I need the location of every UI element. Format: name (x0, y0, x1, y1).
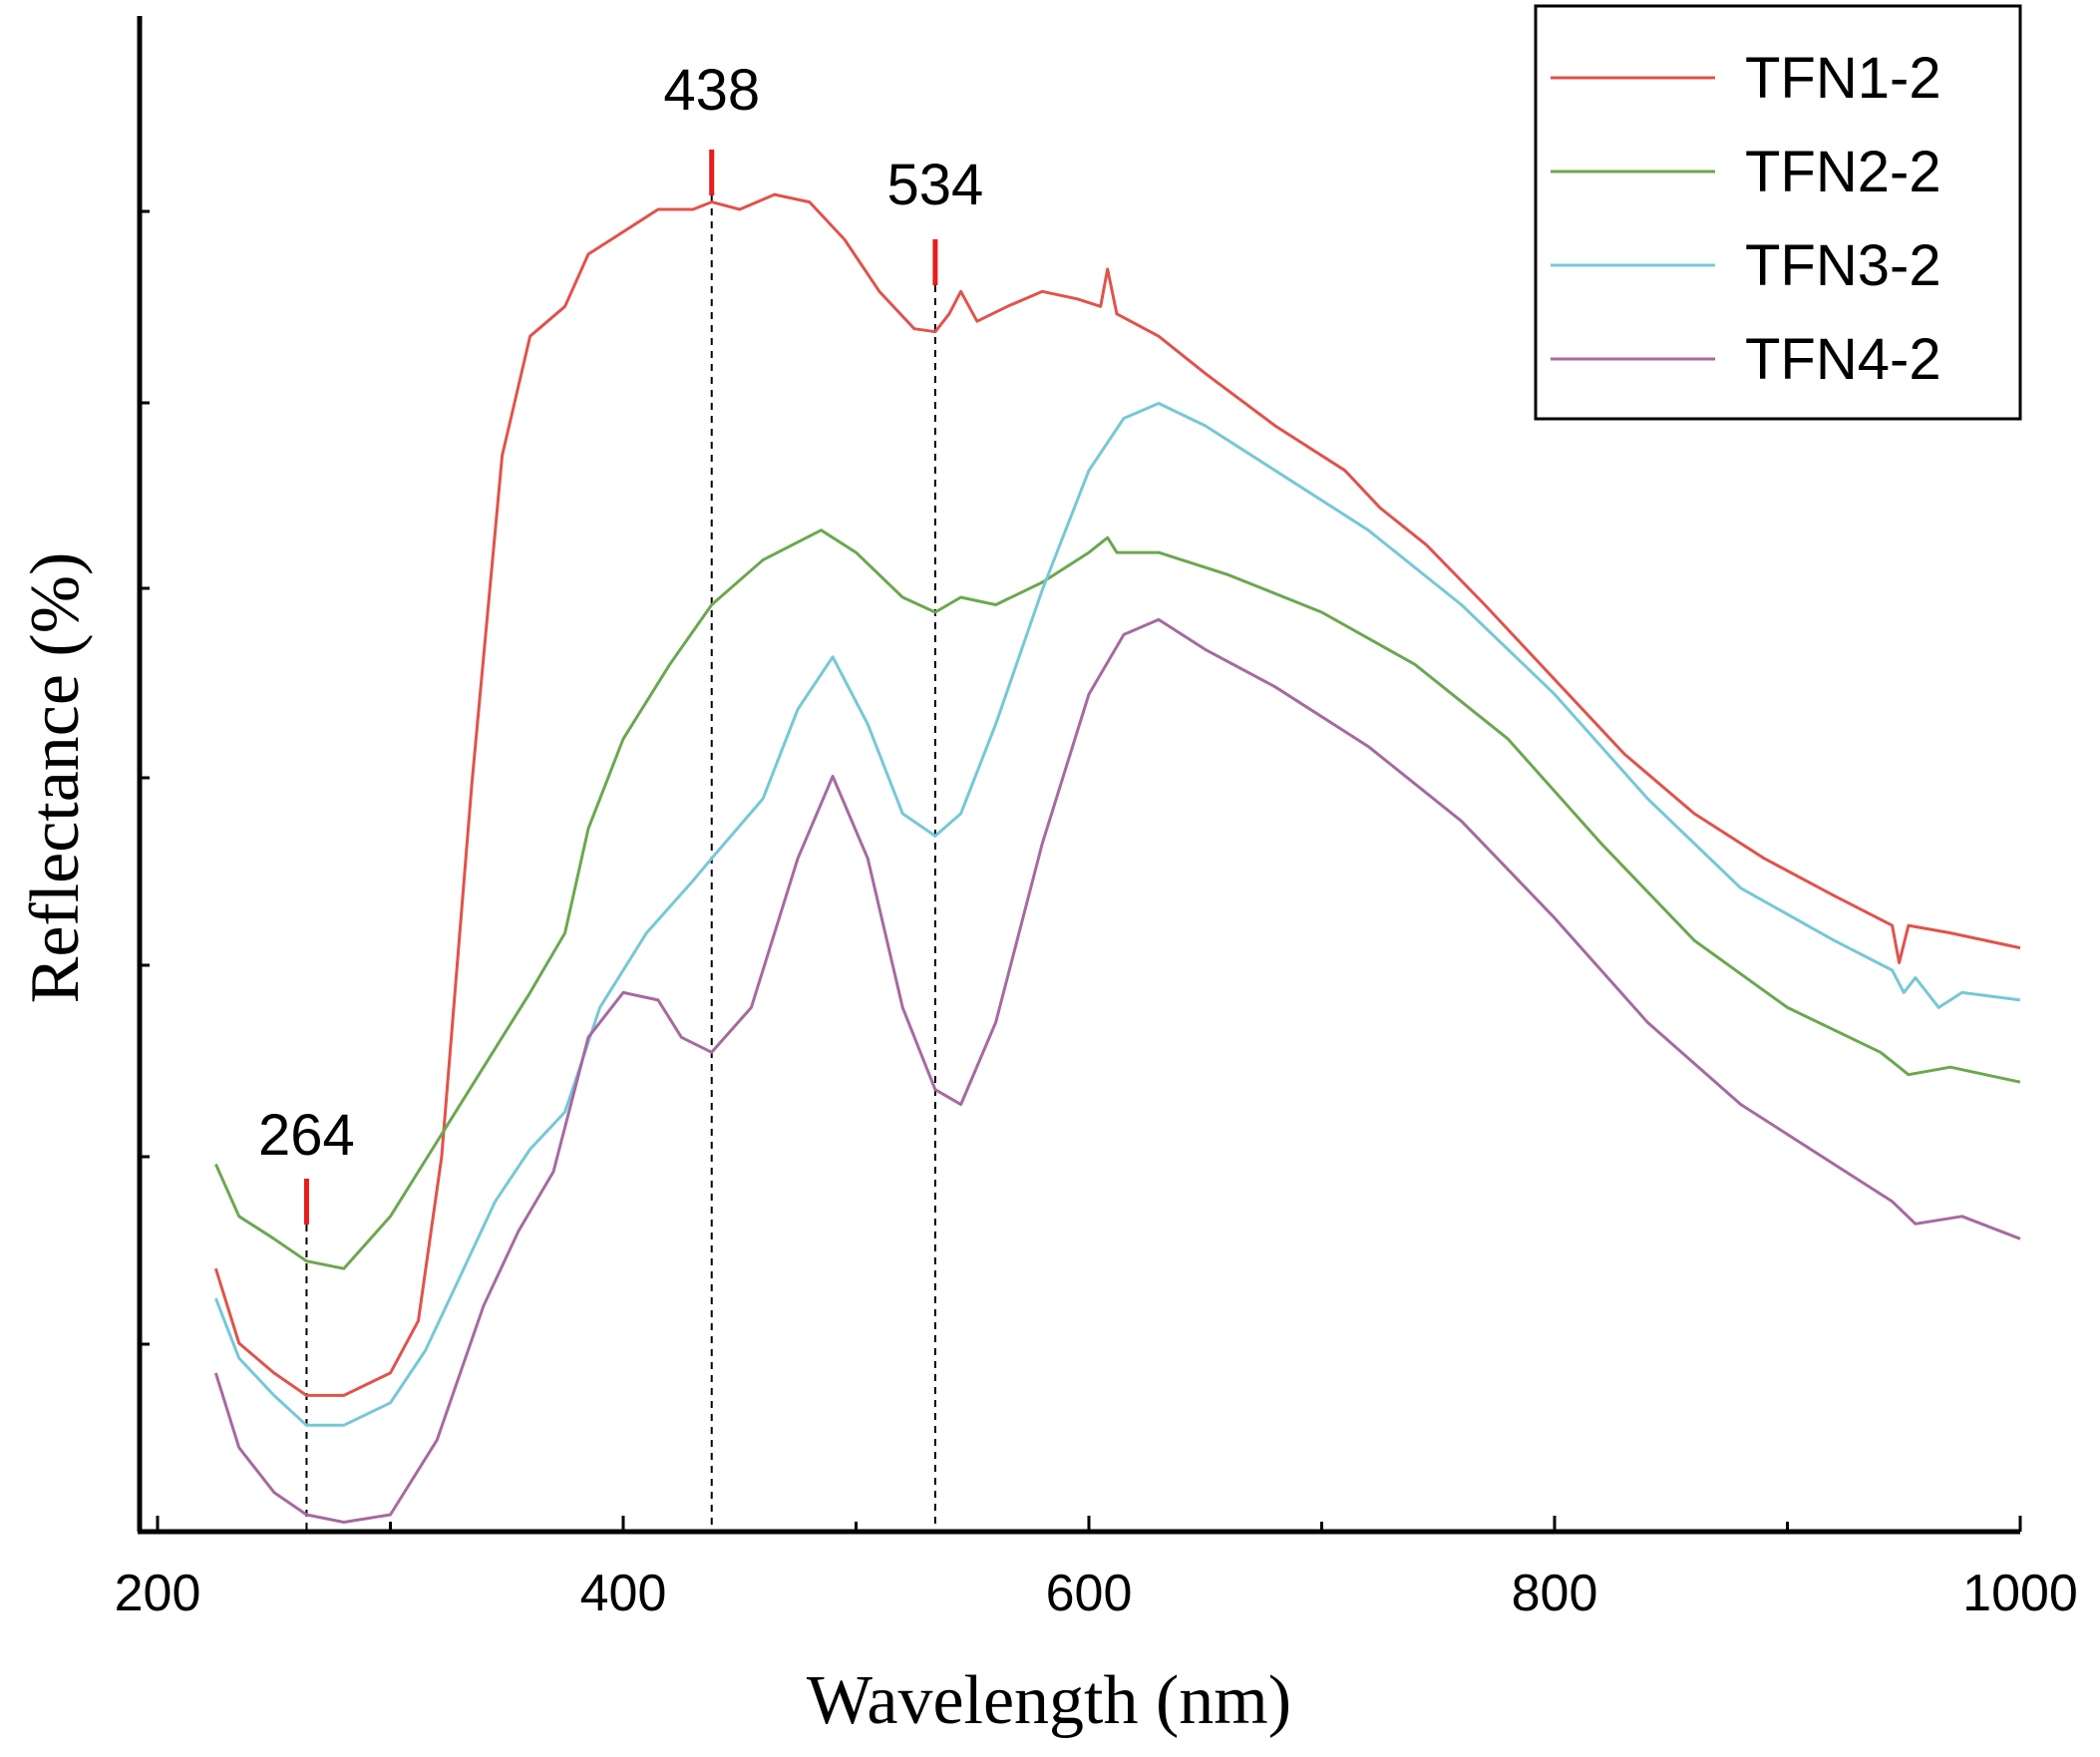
y-ticks (140, 209, 150, 1346)
y-axis-title: Reflectance (%) (17, 552, 94, 1004)
x-tick-label: 200 (115, 1565, 201, 1622)
legend-label: TFN1-2 (1745, 46, 1941, 111)
series-line-tfn2-2 (214, 528, 2021, 1270)
legend: TFN1-2 TFN2-2 TFN3-2 TFN4-2 (1534, 4, 2022, 421)
x-tick-label: 600 (1046, 1565, 1133, 1622)
x-tick-label: 400 (580, 1565, 667, 1622)
series-line-tfn3-2 (214, 402, 2021, 1427)
x-tick-label: 1000 (1962, 1565, 2078, 1622)
x-axis-title: Wavelength (nm) (807, 1662, 1291, 1739)
legend-label: TFN4-2 (1745, 327, 1941, 392)
annotation-guides (305, 195, 936, 1532)
annotation-label: 264 (258, 1103, 355, 1168)
series-line-tfn1-2 (213, 192, 2021, 1397)
series-line-tfn4-2 (213, 617, 2021, 1524)
annotation-label: 534 (886, 153, 983, 217)
series-lines (213, 192, 2021, 1524)
annotation-label: 438 (663, 58, 760, 123)
legend-box (1534, 4, 2022, 421)
legend-label: TFN2-2 (1745, 140, 1941, 204)
axes: 200 400 600 800 1000 (115, 16, 2078, 1622)
peak-annotations: 264 438 534 (258, 58, 983, 1225)
x-tick-label: 800 (1512, 1565, 1598, 1622)
x-ticks: 200 400 600 800 1000 (115, 1516, 2078, 1622)
legend-label: TFN3-2 (1745, 233, 1941, 298)
